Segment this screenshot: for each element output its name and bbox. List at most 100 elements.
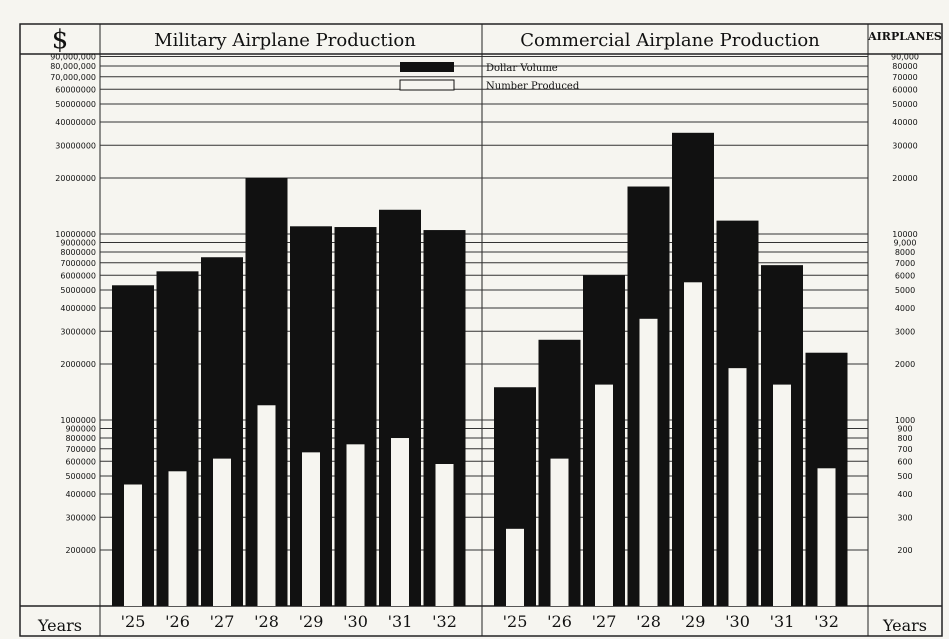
y-tick-label-right: 3000	[895, 327, 915, 336]
y-tick-label-right: 90,000	[891, 53, 919, 62]
x-tick-label: '29	[299, 612, 324, 631]
legend-label-dollar: Dollar Volume	[486, 63, 558, 74]
y-tick-label-left: 7000000	[60, 259, 96, 268]
y-tick-label-right: 20000	[892, 174, 917, 183]
bar-number-produced	[773, 384, 791, 606]
y-tick-label-left: 20000000	[55, 174, 96, 183]
y-tick-label-left: 5000000	[60, 286, 96, 295]
bar-number-produced	[302, 452, 320, 606]
y-tick-label-left: 70,000,000	[50, 73, 96, 82]
y-tick-label-right: 60000	[892, 85, 917, 94]
legend-label-number: Number Produced	[486, 81, 580, 92]
y-tick-label-left: 50000000	[55, 100, 96, 109]
category-labels: '25 '26 '27 '28 '29 '30 '31 '32 '25 '26 '27 '28 '29 '…	[121, 612, 839, 631]
x-tick-label: '28	[636, 612, 661, 631]
right-unit-label: AIRPLANES	[867, 30, 942, 43]
y-tick-label-right: 4000	[895, 304, 915, 313]
y-tick-label-left: 700000	[65, 445, 96, 454]
y-tick-label-left: 6000000	[60, 271, 96, 280]
x-tick-label: '28	[254, 612, 279, 631]
y-tick-label-right: 1000	[895, 416, 915, 425]
panel-title-commercial: Commercial Airplane Production	[520, 30, 820, 51]
y-tick-label-right: 700	[897, 445, 912, 454]
bar-number-produced	[168, 471, 187, 606]
x-tick-label: '31	[388, 612, 413, 631]
x-tick-label: '26	[165, 612, 190, 631]
y-tick-label-right: 800	[897, 434, 912, 443]
y-tick-label-right: 80000	[892, 62, 917, 71]
y-tick-label-left: 9000000	[60, 239, 96, 248]
y-tick-label-left: 80,000,000	[50, 62, 96, 71]
x-tick-label: '26	[547, 612, 572, 631]
legend-swatch-number	[399, 79, 455, 91]
bar-number-produced	[124, 484, 142, 606]
y-tick-label-left: 2000000	[60, 360, 96, 369]
x-tick-label: '29	[681, 612, 706, 631]
y-tick-label-right: 6000	[895, 271, 915, 280]
y-tick-label-left: 400000	[65, 490, 96, 499]
y-tick-label-right: 200	[897, 546, 912, 555]
legend: Dollar Volume Number Produced	[399, 62, 580, 92]
y-tick-label-right: 900	[897, 425, 912, 434]
left-unit-label: $	[52, 25, 69, 55]
y-tick-label-right: 70000	[892, 73, 917, 82]
x-tick-label: '32	[432, 612, 457, 631]
x-tick-label: '25	[121, 612, 146, 631]
bar-number-produced	[435, 464, 454, 606]
y-tick-label-right: 7000	[895, 259, 915, 268]
bar-number-produced	[684, 282, 702, 606]
chart-frame	[19, 23, 943, 637]
y-tick-label-left: 30000000	[55, 141, 96, 150]
y-tick-label-left: 300000	[65, 513, 96, 522]
x-tick-label: '30	[343, 612, 368, 631]
years-label-right: Years	[882, 616, 927, 635]
y-tick-label-left: 3000000	[60, 327, 96, 336]
x-tick-label: '31	[770, 612, 795, 631]
x-tick-label: '32	[814, 612, 839, 631]
y-tick-label-left: 1000000	[60, 416, 96, 425]
y-tick-label-right: 40000	[892, 118, 917, 127]
y-tick-label-left: 600000	[65, 457, 96, 466]
y-tick-label-left: 200000	[65, 546, 96, 555]
x-tick-label: '25	[503, 612, 528, 631]
y-tick-label-left: 8000000	[60, 248, 96, 257]
y-tick-label-right: 2000	[895, 360, 915, 369]
y-tick-label-left: 40000000	[55, 118, 96, 127]
x-tick-label: '27	[210, 612, 235, 631]
y-tick-label-right: 9,000	[894, 239, 917, 248]
bar-number-produced	[595, 384, 613, 606]
y-tick-label-left: 10000000	[55, 230, 96, 239]
bar-number-produced	[639, 318, 658, 606]
y-tick-label-left: 90,000,000	[50, 53, 96, 62]
y-tick-label-right: 400	[897, 490, 912, 499]
y-tick-label-left: 500000	[65, 472, 96, 481]
legend-swatch-dollar	[400, 62, 454, 72]
bar-number-produced	[506, 528, 524, 606]
bar-number-produced	[346, 444, 365, 606]
y-tick-label-right: 300	[897, 513, 912, 522]
y-tick-label-left: 800000	[65, 434, 96, 443]
bar-number-produced	[391, 438, 409, 606]
years-label-left: Years	[37, 616, 82, 635]
x-tick-label: '30	[725, 612, 750, 631]
y-tick-label-right: 50000	[892, 100, 917, 109]
bar-number-produced	[550, 458, 569, 606]
y-tick-label-right: 500	[897, 472, 912, 481]
y-tick-label-left: 4000000	[60, 304, 96, 313]
bar-number-produced	[728, 368, 747, 606]
bars	[112, 132, 848, 607]
y-tick-label-right: 600	[897, 457, 912, 466]
y-tick-label-left: 60000000	[55, 85, 96, 94]
y-tick-label-right: 8000	[895, 248, 915, 257]
y-tick-label-right: 5000	[895, 286, 915, 295]
x-tick-label: '27	[592, 612, 617, 631]
bar-number-produced	[257, 405, 276, 606]
y-tick-label-left: 900000	[65, 425, 96, 434]
bar-number-produced	[213, 458, 231, 606]
y-tick-label-right: 30000	[892, 141, 917, 150]
bar-number-produced	[817, 468, 836, 606]
y-tick-label-right: 10000	[892, 230, 917, 239]
panel-title-military: Military Airplane Production	[154, 30, 416, 51]
